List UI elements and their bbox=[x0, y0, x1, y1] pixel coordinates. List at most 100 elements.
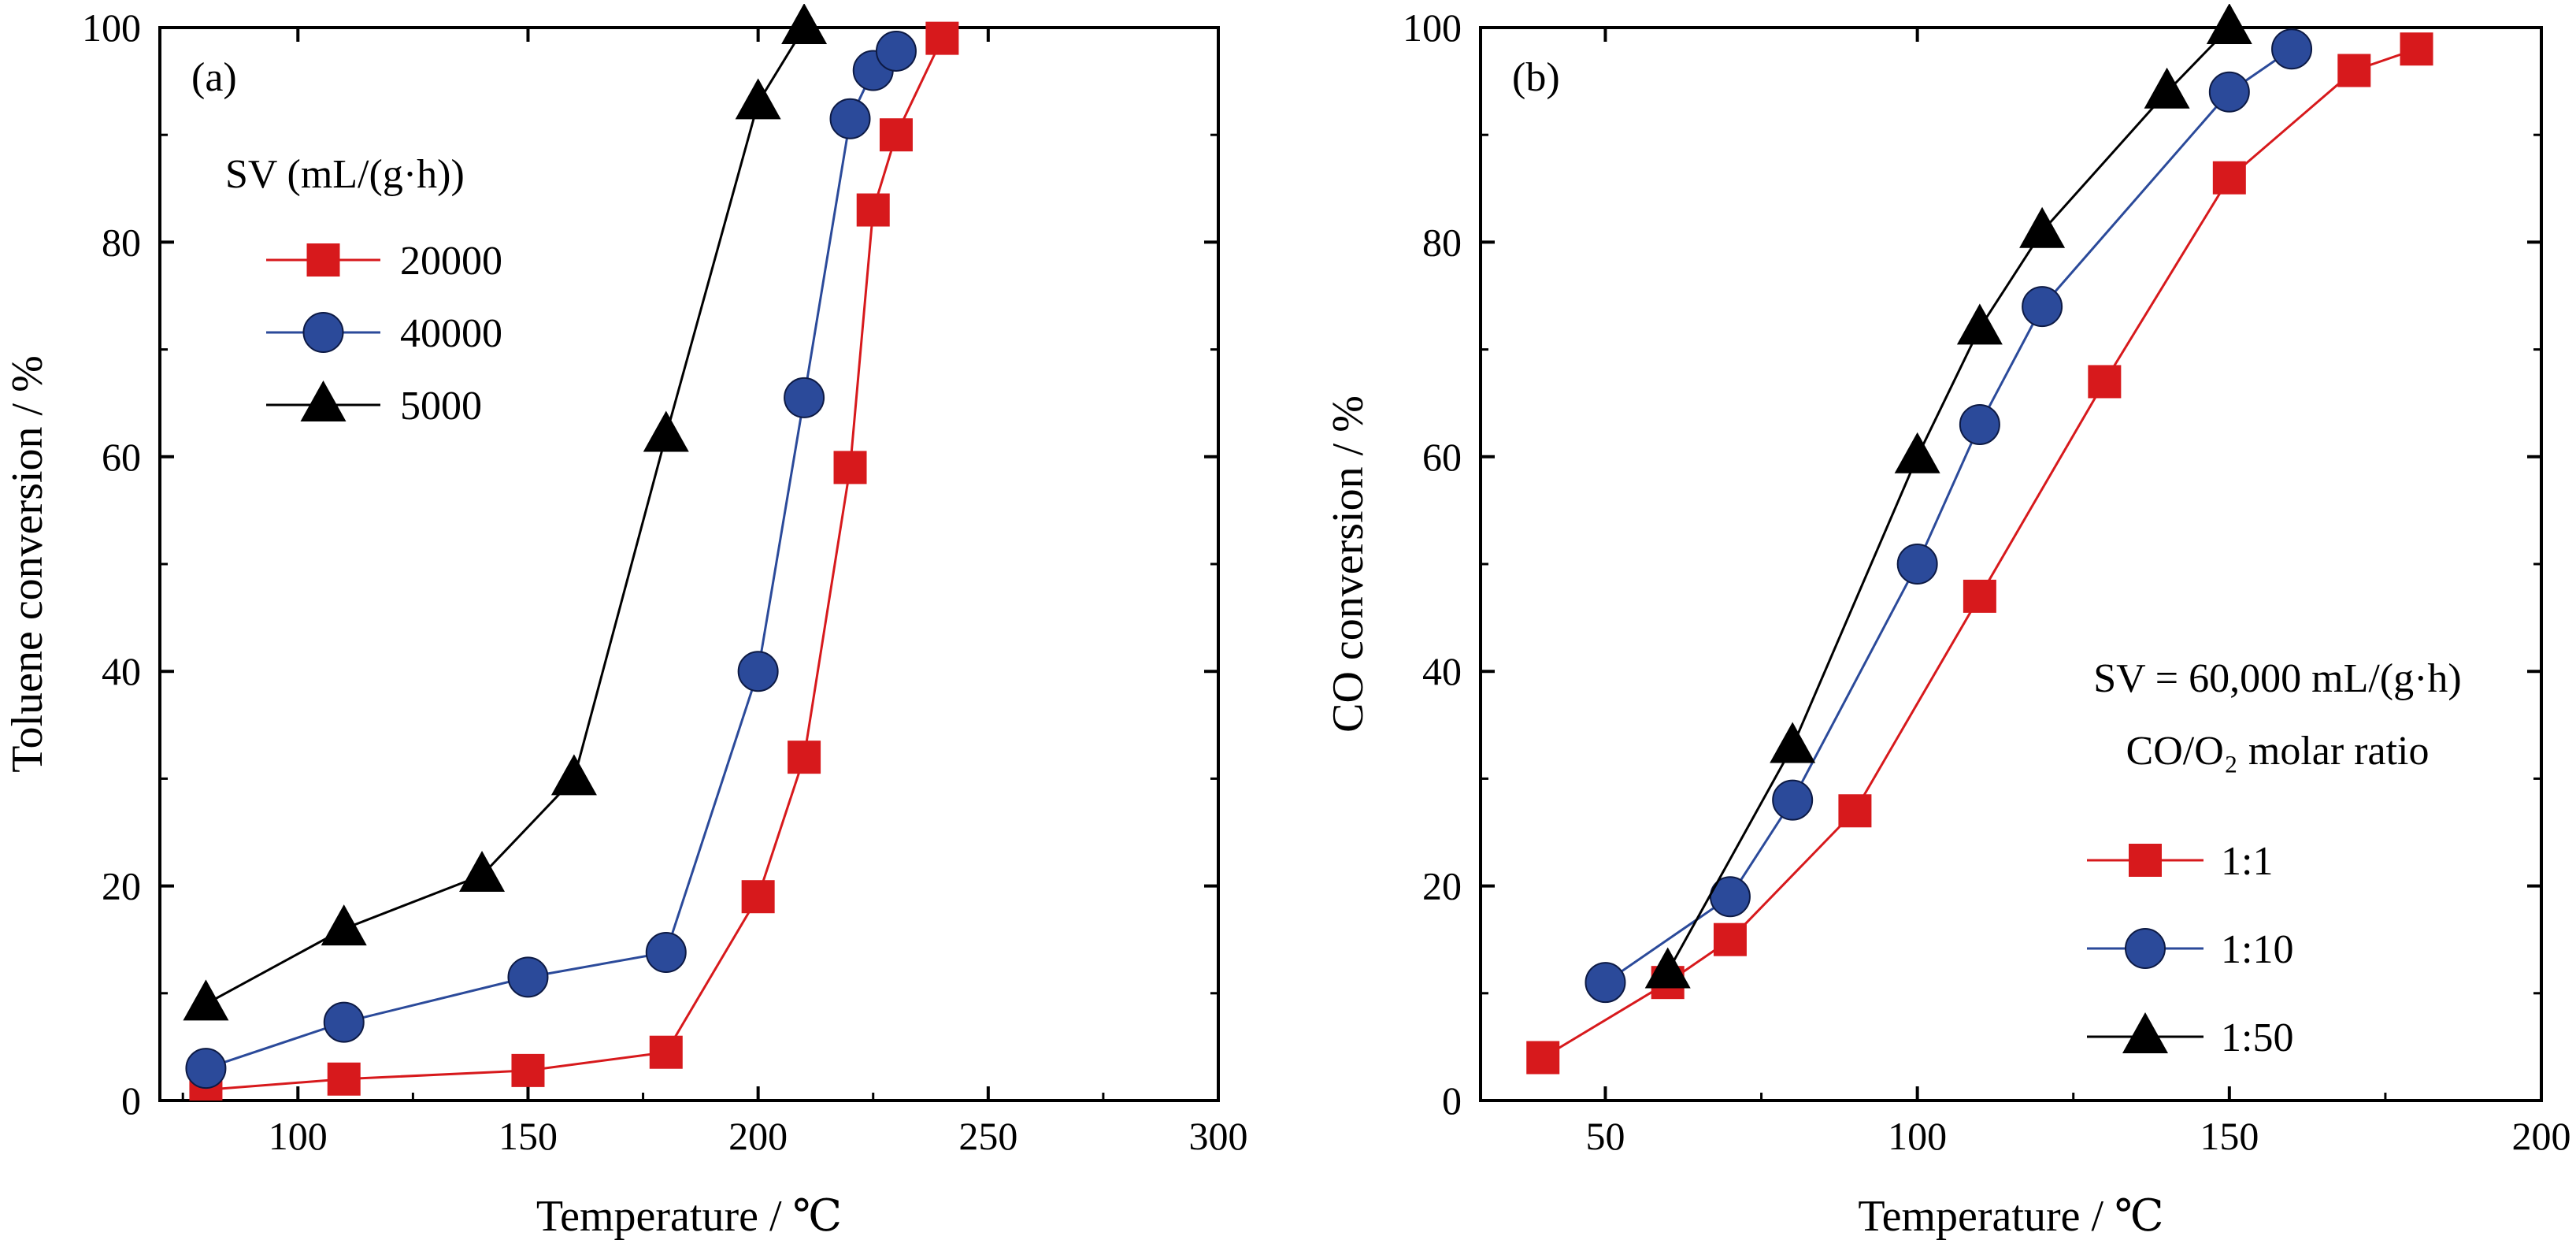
series-1-1 bbox=[1526, 32, 2433, 1075]
data-point bbox=[741, 880, 775, 914]
x-tick-label: 150 bbox=[2200, 1114, 2259, 1158]
series-line bbox=[1604, 48, 2292, 984]
legend-note: SV = 60,000 mL/(g·h) bbox=[2093, 656, 2461, 701]
data-point bbox=[1772, 779, 1814, 821]
y-tick-label: 100 bbox=[82, 6, 141, 50]
data-point bbox=[185, 1048, 227, 1090]
y-axis-title: CO conversion / % bbox=[1324, 395, 1373, 733]
y-tick-label: 20 bbox=[1422, 864, 1462, 908]
data-point bbox=[1894, 432, 1940, 473]
data-point bbox=[645, 932, 687, 974]
data-point bbox=[2144, 67, 2190, 109]
data-point bbox=[2206, 4, 2252, 44]
x-tick-label: 250 bbox=[958, 1114, 1017, 1158]
y-tick-label: 60 bbox=[102, 435, 141, 479]
y-axis-title: Toluene conversion / % bbox=[3, 355, 52, 772]
legend-marker bbox=[2122, 1012, 2168, 1053]
x-axis-title: Temperature / ℃ bbox=[1858, 1192, 2163, 1241]
panel-label: (b) bbox=[1512, 55, 1560, 100]
data-point bbox=[1770, 722, 1816, 763]
data-point bbox=[875, 30, 917, 72]
chart-panel-b: 50 100 150 200 0 20 40 60 80 100 Temperature / ℃ CO… bbox=[1324, 4, 2571, 1241]
x-tick-label: 200 bbox=[2512, 1114, 2571, 1158]
legend-label: 1:50 bbox=[2221, 1015, 2293, 1060]
panel-label: (a) bbox=[191, 55, 237, 100]
chart-panel-a: 100 150 200 250 300 0 20 40 60 80 100 Temperature /… bbox=[3, 4, 1248, 1241]
data-point bbox=[1959, 403, 2000, 445]
series-line bbox=[1666, 26, 2230, 973]
series-line bbox=[205, 50, 897, 1070]
legend-label: 20000 bbox=[400, 239, 502, 284]
data-point bbox=[183, 979, 229, 1021]
y-tick-label: 40 bbox=[102, 649, 141, 693]
data-point bbox=[1644, 947, 1691, 989]
y-tick-label: 80 bbox=[1422, 220, 1462, 264]
data-point bbox=[2022, 286, 2063, 328]
data-point bbox=[550, 754, 597, 796]
data-point bbox=[737, 651, 779, 692]
plot-frame bbox=[1479, 26, 2543, 1102]
series-1-10 bbox=[1585, 28, 2313, 1004]
data-point bbox=[2088, 365, 2122, 399]
legend-marker bbox=[302, 312, 344, 353]
legend-label: 5000 bbox=[400, 384, 482, 429]
x-axis-title: Temperature / ℃ bbox=[536, 1192, 842, 1241]
legend: SV = 60,000 mL/(g·h) CO/O₂ molar ratio 1:1… bbox=[2087, 656, 2462, 1060]
data-point bbox=[2271, 28, 2313, 70]
series-1-50 bbox=[1644, 4, 2252, 989]
data-point bbox=[1956, 303, 2003, 345]
data-point bbox=[1713, 922, 1747, 956]
legend-label: 1:10 bbox=[2221, 927, 2293, 972]
y-tick-label: 40 bbox=[1422, 649, 1462, 693]
data-point bbox=[2208, 71, 2250, 113]
x-tick-label: 50 bbox=[1585, 1114, 1625, 1158]
data-point bbox=[784, 377, 825, 418]
data-point bbox=[925, 21, 959, 55]
data-point bbox=[321, 904, 367, 946]
data-point bbox=[323, 1001, 365, 1043]
data-point bbox=[643, 410, 689, 452]
series-line bbox=[206, 37, 943, 1091]
data-point bbox=[1838, 794, 1872, 828]
legend-marker bbox=[2129, 844, 2162, 877]
legend-note: CO/O₂ molar ratio bbox=[2126, 729, 2430, 774]
data-point bbox=[735, 78, 781, 120]
data-point bbox=[2019, 206, 2066, 248]
data-point bbox=[856, 193, 890, 227]
series-5000 bbox=[183, 4, 828, 1021]
data-point bbox=[2400, 32, 2433, 66]
y-tick-label: 0 bbox=[1442, 1078, 1462, 1123]
y-tick-label: 20 bbox=[102, 864, 141, 908]
series-line bbox=[1542, 47, 2418, 1059]
legend-label: 40000 bbox=[400, 311, 502, 356]
x-tick-label: 150 bbox=[499, 1114, 558, 1158]
data-point bbox=[1963, 579, 1996, 613]
series-40000 bbox=[185, 30, 917, 1090]
y-tick-label: 80 bbox=[102, 220, 141, 264]
data-point bbox=[1896, 544, 1938, 585]
x-tick-label: 200 bbox=[728, 1114, 788, 1158]
x-tick-label: 100 bbox=[1888, 1114, 1947, 1158]
legend-marker bbox=[306, 243, 340, 277]
x-tick-label: 300 bbox=[1189, 1114, 1248, 1158]
y-tick-label: 60 bbox=[1422, 435, 1462, 479]
data-point bbox=[879, 118, 913, 152]
data-point bbox=[1526, 1041, 1560, 1075]
data-point bbox=[1585, 962, 1626, 1004]
legend-title: SV (mL/(g·h)) bbox=[225, 152, 465, 197]
legend-label: 1:1 bbox=[2221, 839, 2273, 884]
data-point bbox=[459, 850, 506, 892]
legend-marker bbox=[2125, 928, 2166, 969]
data-point bbox=[781, 4, 828, 44]
data-point bbox=[327, 1062, 361, 1096]
data-point bbox=[2337, 54, 2371, 87]
data-point bbox=[511, 1053, 545, 1087]
data-point bbox=[833, 451, 867, 484]
y-tick-label: 0 bbox=[121, 1078, 141, 1123]
data-point bbox=[829, 98, 871, 139]
legend: SV (mL/(g·h)) 20000 40000 5000 bbox=[225, 152, 502, 429]
data-point bbox=[788, 741, 821, 774]
x-tick-label: 100 bbox=[269, 1114, 328, 1158]
data-point bbox=[507, 956, 549, 998]
